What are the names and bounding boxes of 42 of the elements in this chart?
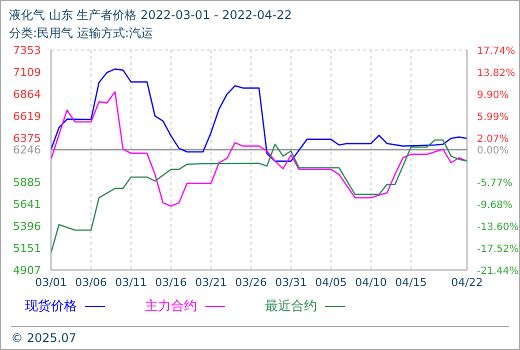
y-tick-label: 6864 <box>13 88 41 101</box>
line-series <box>51 139 467 254</box>
y-tick-label: 6375 <box>13 132 41 145</box>
x-tick-label: 03/06 <box>75 276 107 289</box>
y-tick-label: 6246 <box>13 144 41 157</box>
y-tick-label: 7109 <box>13 66 41 79</box>
line-series <box>51 68 467 162</box>
y-tick-label: 5151 <box>13 242 41 256</box>
x-tick-label: 04/10 <box>355 276 387 289</box>
y2-tick-label: -5.77% <box>477 178 512 190</box>
x-tick-label: 03/16 <box>155 276 187 289</box>
y-tick-label: 5396 <box>13 220 41 234</box>
y2-tick-label: 0.00% <box>477 146 509 157</box>
x-tick-label: 03/11 <box>115 276 147 289</box>
y-tick-label: 6619 <box>13 110 41 124</box>
y2-tick-label: -13.60% <box>477 222 519 233</box>
x-tick-label: 04/15 <box>395 276 427 289</box>
legend-label: 现货价格 <box>25 298 77 315</box>
chart-title: 液化气 山东 生产者价格 2022-03-01 - 2022-04-22 <box>9 7 292 24</box>
x-tick-label: 04/22 <box>451 276 483 289</box>
y2-tick-label: -21.44% <box>477 266 519 277</box>
y-tick-label: 5641 <box>13 198 41 211</box>
y2-tick-label: -17.52% <box>477 244 519 255</box>
x-tick-label: 03/01 <box>35 276 67 289</box>
legend-label: 主力合约 <box>145 298 197 315</box>
y2-tick-label: 9.90% <box>477 90 509 102</box>
y2-tick-label: 5.99% <box>477 112 509 123</box>
y2-tick-label: 2.07% <box>477 134 509 145</box>
y2-tick-label: -9.68% <box>477 200 512 211</box>
text: © 2025.07 <box>11 331 76 345</box>
y-tick-label: 5885 <box>13 176 41 190</box>
y-tick-label: 4907 <box>13 264 41 277</box>
x-tick-label: 03/26 <box>235 276 267 289</box>
x-tick-label: 03/31 <box>275 276 307 289</box>
y-tick-label: 7353 <box>13 44 41 57</box>
line-series <box>51 91 467 207</box>
x-tick-label: 04/05 <box>315 276 347 289</box>
y2-tick-label: 13.82% <box>477 68 516 80</box>
legend-label: 最近合约 <box>265 298 317 315</box>
y2-tick-label: 17.74% <box>477 46 516 57</box>
chart-subtitle: 分类:民用气 运输方式:汽运 <box>9 25 153 42</box>
x-tick-label: 03/21 <box>195 276 227 289</box>
